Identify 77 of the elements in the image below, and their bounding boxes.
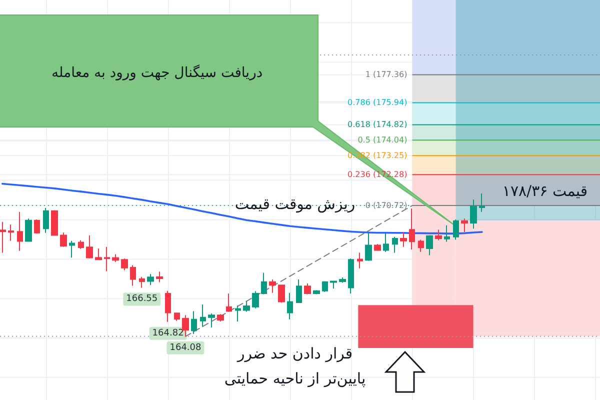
candlestick — [426, 234, 433, 256]
annotation: (175.94) — [372, 98, 408, 108]
candlestick — [147, 273, 154, 286]
candlestick — [25, 218, 32, 242]
annotation: (173.25) — [372, 151, 408, 160]
candlestick — [278, 284, 285, 304]
candlestick — [409, 208, 415, 250]
candlestick — [435, 229, 442, 241]
y-tick-label: 0.236 — [348, 170, 370, 180]
y-tick-label: 0.618 — [348, 120, 370, 130]
candlestick — [0, 221, 6, 254]
candlestick — [235, 305, 241, 322]
candlestick — [330, 280, 337, 290]
candlestick — [226, 292, 232, 312]
candlestick — [139, 276, 145, 288]
candlestick — [269, 278, 276, 294]
text: قیمت ۱۷۸/۳۶ — [502, 182, 588, 200]
candlestick — [453, 219, 459, 240]
y-tick-label: 0.786 — [348, 98, 370, 108]
annotation: قرار دادن حد ضرر پایین‌تر از ناحیه حمایتی — [224, 344, 366, 388]
candlestick — [208, 313, 215, 328]
annotation: 164.82 — [152, 328, 184, 338]
candlestick — [174, 312, 180, 322]
line-series — [1, 182, 483, 234]
candlestick — [313, 290, 320, 295]
candlestick — [69, 240, 75, 258]
annotation: (170.72) — [372, 201, 408, 210]
candlestick — [17, 211, 23, 252]
candlestick — [130, 264, 136, 286]
y-tick-label: 0 — [365, 201, 370, 210]
candlestick — [392, 236, 398, 254]
candlestick — [78, 240, 84, 250]
candlestick — [261, 272, 267, 295]
candlestick — [461, 218, 468, 232]
candlestick — [296, 278, 302, 304]
candlestick — [357, 252, 363, 269]
candlestick — [43, 207, 49, 234]
candlestick — [252, 290, 259, 309]
candlestick — [479, 193, 485, 212]
candlestick — [8, 224, 14, 242]
candlestick — [374, 244, 381, 252]
candlestick — [418, 239, 424, 252]
candlestick — [34, 219, 40, 234]
annotation: (174.04) — [372, 136, 408, 145]
annotation: دریافت سیگنال جهت ورود به معامله — [51, 64, 263, 81]
candlestick — [112, 254, 119, 262]
annotation: ریزش موقت قیمت — [234, 195, 356, 213]
candlestick — [60, 232, 67, 248]
candlestick — [95, 248, 102, 261]
candlestick — [191, 310, 197, 335]
candlestick — [444, 224, 450, 242]
candlestick — [339, 277, 346, 284]
candlestick — [121, 258, 128, 271]
candlestick — [287, 292, 293, 320]
candlestick — [400, 231, 407, 248]
candlestick — [51, 210, 58, 236]
candlestick — [383, 233, 389, 252]
candlestick — [348, 258, 354, 294]
annotation: (177.36) — [372, 70, 408, 80]
candlestick — [365, 232, 372, 262]
candlestick — [304, 282, 311, 295]
candlestick — [165, 290, 171, 322]
y-tick-label: 0.5 — [358, 136, 370, 145]
y-tick-label: 0.382 — [348, 151, 370, 160]
candlestick — [200, 304, 206, 328]
candlestick — [217, 314, 224, 322]
candlestick — [156, 271, 163, 283]
candlestick — [104, 246, 110, 272]
annotation: (174.82) — [372, 120, 408, 130]
candlestick — [243, 300, 250, 312]
y-tick-label: 1 — [365, 70, 370, 80]
candlestick — [470, 199, 477, 230]
annotation: 164.08 — [170, 342, 202, 353]
candlestick — [182, 314, 189, 337]
candlestick — [86, 235, 93, 260]
candlestick — [322, 280, 328, 292]
annotation: 166.55 — [126, 294, 158, 304]
